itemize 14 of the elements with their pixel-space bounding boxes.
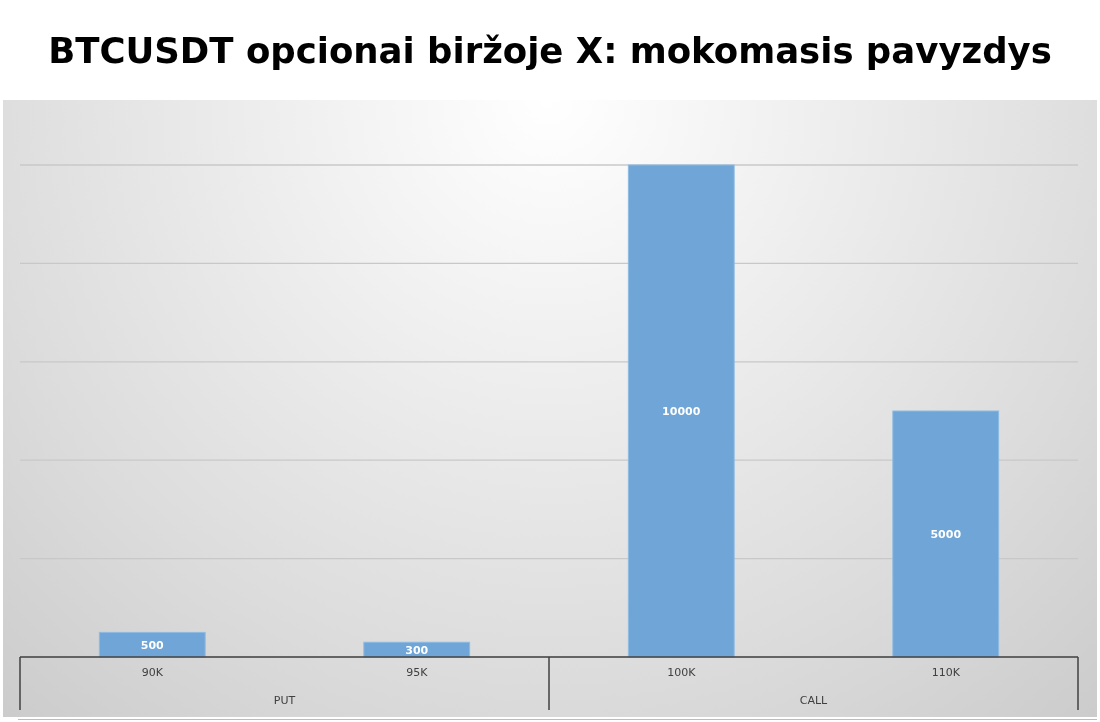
text: PUT: [273, 694, 296, 707]
x-tick-label: 90K: [141, 665, 164, 679]
x-tick-label: 95K: [406, 665, 429, 679]
x-tick-label: 110K: [931, 665, 961, 679]
data-label: 300: [405, 643, 429, 657]
data-label: 10000: [662, 404, 701, 418]
data-label: 5000: [930, 527, 962, 541]
bar: [627, 164, 735, 658]
text: CALL: [799, 694, 829, 707]
bar: [98, 631, 206, 658]
x-tick-label: 100K: [667, 665, 697, 679]
bar: [892, 410, 1000, 658]
data-label: 500: [140, 638, 165, 652]
chart-title: BTCUSDT opcionai biržoje X: mokomasis pavyzdys: [48, 30, 1052, 71]
